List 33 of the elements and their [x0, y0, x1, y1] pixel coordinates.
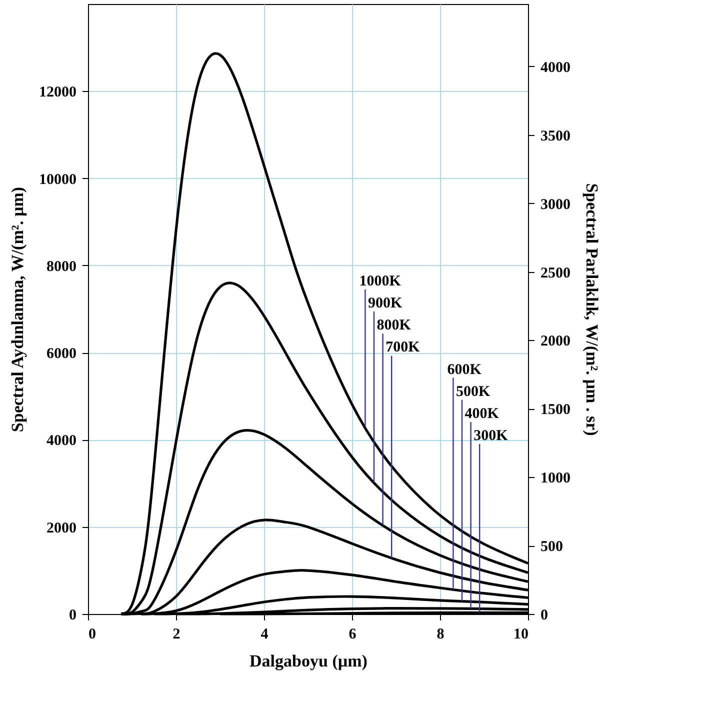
y-tick-label: 0	[69, 608, 76, 624]
annotation: 500K	[456, 384, 490, 400]
y2-tick-label: 3500	[540, 128, 570, 144]
y-tick-label: 4000	[46, 433, 76, 450]
annotation: 600K	[447, 362, 482, 378]
annotation: 900K	[368, 296, 402, 312]
annotation: 400K	[464, 406, 500, 422]
annotation: 300K	[474, 428, 508, 444]
y-tick-label: 6000	[46, 346, 76, 362]
y-tick-label: 12000	[39, 84, 76, 101]
x-tick-label: 8	[436, 626, 444, 642]
x-tick-label: 0	[88, 626, 96, 642]
y2-tick-label: 500	[540, 539, 563, 556]
annotation: 1000K	[359, 273, 402, 290]
x-tick-label: 6	[348, 626, 357, 642]
y2-tick-label: 0	[540, 608, 548, 624]
y2-tick-label: 3000	[540, 196, 570, 213]
y2-tick-label: 4000	[540, 60, 570, 76]
x-tick-label: 10	[514, 626, 528, 642]
y2-tick-label: 2000	[540, 334, 570, 350]
y-tick-label: 2000	[46, 520, 76, 536]
y-axis-title: Spectral Aydınlanma, W/(m². µm)	[8, 186, 27, 432]
y2-tick-label: 1000	[540, 470, 570, 487]
y-tick-label: 10000	[39, 172, 76, 188]
x-axis-title: Dalgaboyu (µm)	[250, 652, 368, 670]
x-tick-label: 4	[260, 626, 269, 642]
y2-tick-label: 1500	[540, 402, 570, 418]
y-tick-label: 8000	[46, 258, 76, 275]
x-tick-label: 2	[172, 626, 180, 642]
annotation: 800K	[376, 318, 412, 334]
y2-tick-label: 2500	[540, 265, 570, 282]
annotation: 700K	[386, 340, 420, 356]
y2-axis-title: Spectral Parlaklık, W/(m². µm . sr)	[582, 183, 602, 436]
